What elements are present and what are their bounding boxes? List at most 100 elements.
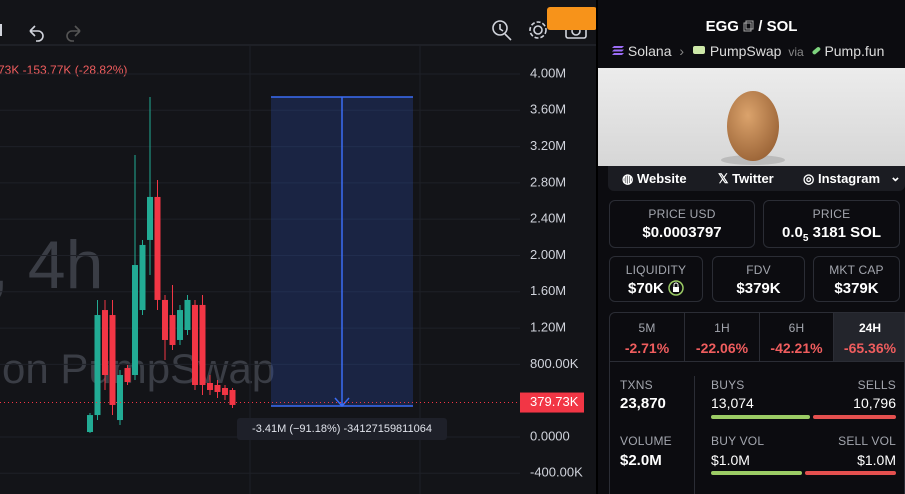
stat-value: $1.0M <box>711 452 750 468</box>
candle-body <box>139 244 146 311</box>
stat-label: PRICE USD <box>648 207 716 221</box>
stat-label: TXNS <box>620 378 653 392</box>
toolbar-fragment <box>0 24 2 36</box>
dex-icon <box>692 46 705 54</box>
tab-change[interactable]: -65.36% <box>843 340 897 356</box>
action-button[interactable] <box>547 7 596 30</box>
stat-box: LIQUIDITY $70K <box>609 256 703 302</box>
timeframe-tab[interactable]: 1H -22.06% <box>685 313 760 361</box>
chain[interactable]: Solana <box>627 43 672 59</box>
base-symbol: EGG <box>705 18 739 35</box>
stat-value: $70K <box>610 280 702 297</box>
stat-value: $379K <box>834 280 879 297</box>
candle-body <box>229 389 236 405</box>
tab-change[interactable]: -42.21% <box>770 340 823 356</box>
stat-box: MKT CAP $379K <box>813 256 900 302</box>
stat-label: PRICE <box>812 207 851 221</box>
solana-icon <box>612 46 624 55</box>
stat-value: 23,870 <box>620 395 666 412</box>
watermark: on PumpSwap <box>2 345 275 392</box>
divider <box>694 376 695 494</box>
candle-body <box>109 315 116 405</box>
tab-label[interactable]: 24H <box>858 321 881 335</box>
link-label[interactable]: Twitter <box>732 171 774 186</box>
txn-stats: TXNS 23,870 BUYS 13,074 SELLS 10,796 VOL… <box>609 361 905 494</box>
buy-bar <box>711 415 810 419</box>
candle-body <box>214 384 221 392</box>
tab-label[interactable]: 6H <box>788 321 805 335</box>
candle-body <box>162 299 168 340</box>
last-price-tag <box>520 392 584 413</box>
link-twitter[interactable]: 𝕏 Twitter <box>718 171 774 186</box>
sell-bar <box>805 471 896 475</box>
undo-icon[interactable] <box>29 25 44 42</box>
toolbar <box>0 0 596 45</box>
redo-icon[interactable] <box>66 25 81 42</box>
candle-body <box>177 310 183 340</box>
candle-body <box>87 415 93 433</box>
via: via <box>788 45 804 59</box>
info-panel: EGG / SOL Solana › PumpSwap via Pump.fun… <box>598 0 905 494</box>
stat-label: VOLUME <box>620 434 672 448</box>
candle-body <box>184 299 191 330</box>
timeframe-tab[interactable]: 6H -42.21% <box>760 313 834 361</box>
quote-symbol: SOL <box>766 18 798 35</box>
y-tick-label: 2.40M <box>530 211 566 226</box>
stat-label: SELLS <box>857 378 896 392</box>
price-zeros: 5 <box>802 233 809 244</box>
link-label[interactable]: Instagram <box>817 171 881 186</box>
stat-label: MKT CAP <box>829 263 884 277</box>
pair-title: EGG / SOL <box>598 18 905 35</box>
y-tick-label: 3.20M <box>530 138 566 153</box>
link-instagram[interactable]: ◎ Instagram <box>803 171 881 186</box>
measure-tooltip <box>237 418 447 440</box>
candle-body <box>169 315 176 345</box>
timeframe-tab-active[interactable]: 24H -65.36% <box>834 313 904 361</box>
candle-body <box>222 387 228 395</box>
stat-label: SELL VOL <box>838 434 896 448</box>
sell-bar <box>813 415 896 419</box>
price-lead: 0.0 <box>782 224 803 241</box>
y-tick-label: -400.00K <box>530 465 583 480</box>
links-bar: ◍ Website 𝕏 Twitter ◎ Instagram ⌄ <box>608 166 905 191</box>
last-price-label: 379.73K <box>530 394 579 409</box>
watermark: , 4h <box>0 227 103 303</box>
tab-change[interactable]: -2.71% <box>624 340 670 356</box>
stat-label: LIQUIDITY <box>625 263 687 277</box>
tab-label[interactable]: 1H <box>714 321 730 335</box>
stat-value: 10,796 <box>853 395 896 411</box>
more-links[interactable]: ⌄ <box>890 169 901 184</box>
copy-icon[interactable] <box>743 20 754 32</box>
tab-change[interactable]: -22.06% <box>695 340 749 356</box>
buy-bar <box>711 471 802 475</box>
stat-value: $379K <box>736 280 781 297</box>
stat-value: $2.0M <box>620 452 662 469</box>
stat-label: BUY VOL <box>711 434 765 448</box>
y-tick-label: 800.00K <box>530 356 579 371</box>
dex[interactable]: PumpSwap <box>709 43 782 59</box>
lock-icon[interactable] <box>668 280 684 296</box>
stat-value: 0.05 3181 SOL <box>764 224 899 244</box>
candle-body <box>199 304 206 385</box>
tab-label[interactable]: 5M <box>638 321 656 335</box>
timeframe-tabs: 5M -2.71% 1H -22.06% 6H -42.21% 24H -65.36% <box>609 312 905 362</box>
stat-box: PRICE USD $0.0003797 <box>609 200 755 248</box>
y-tick-label: 2.00M <box>530 247 566 262</box>
launchpad[interactable]: Pump.fun <box>824 43 885 59</box>
timeframe-tab[interactable]: 5M -2.71% <box>610 313 685 361</box>
stat-label: FDV <box>746 263 771 277</box>
y-tick-label: 3.60M <box>530 102 566 117</box>
ohlc-legend: 73K -153.77K (-28.82%) <box>0 63 127 77</box>
measure-arrow <box>334 97 350 408</box>
stat-box: PRICE 0.05 3181 SOL <box>763 200 900 248</box>
chevron: › <box>679 43 685 59</box>
link-label[interactable]: Website <box>636 171 687 186</box>
candle-body <box>147 196 153 240</box>
chart: 73K -153.77K (-28.82%) , 4h on PumpSwap … <box>0 0 596 494</box>
y-tick-label: 2.80M <box>530 174 566 189</box>
candle-body <box>132 265 138 376</box>
candle-body <box>124 368 131 383</box>
banner-image <box>598 68 905 166</box>
link-website[interactable]: ◍ Website <box>622 171 687 186</box>
